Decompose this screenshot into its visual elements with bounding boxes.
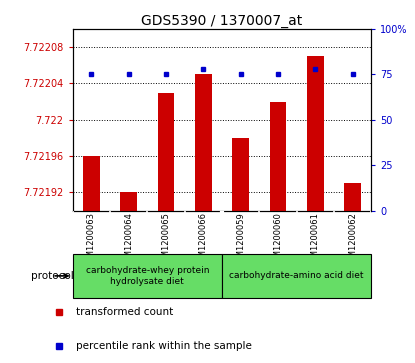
Text: GSM1200062: GSM1200062: [348, 212, 357, 268]
Bar: [232, 138, 249, 211]
Bar: [120, 192, 137, 211]
Bar: [344, 183, 361, 211]
Text: GSM1200061: GSM1200061: [311, 212, 320, 268]
Bar: [222, 254, 371, 298]
Text: GSM1200063: GSM1200063: [87, 212, 96, 268]
Text: GSM1200060: GSM1200060: [273, 212, 283, 268]
Text: protocol: protocol: [31, 271, 73, 281]
Bar: [73, 254, 222, 298]
Text: GSM1200064: GSM1200064: [124, 212, 133, 268]
Text: GSM1200059: GSM1200059: [236, 212, 245, 268]
Title: GDS5390 / 1370007_at: GDS5390 / 1370007_at: [142, 14, 303, 28]
Bar: [83, 156, 100, 211]
Text: carbohydrate-amino acid diet: carbohydrate-amino acid diet: [229, 272, 364, 280]
Text: GSM1200065: GSM1200065: [161, 212, 171, 268]
Bar: [195, 74, 212, 211]
Bar: [158, 93, 174, 211]
Text: transformed count: transformed count: [76, 307, 173, 317]
Text: percentile rank within the sample: percentile rank within the sample: [76, 341, 251, 351]
Bar: [270, 102, 286, 211]
Text: carbohydrate-whey protein
hydrolysate diet: carbohydrate-whey protein hydrolysate di…: [85, 266, 209, 286]
Bar: [307, 56, 324, 211]
Text: GSM1200066: GSM1200066: [199, 212, 208, 268]
